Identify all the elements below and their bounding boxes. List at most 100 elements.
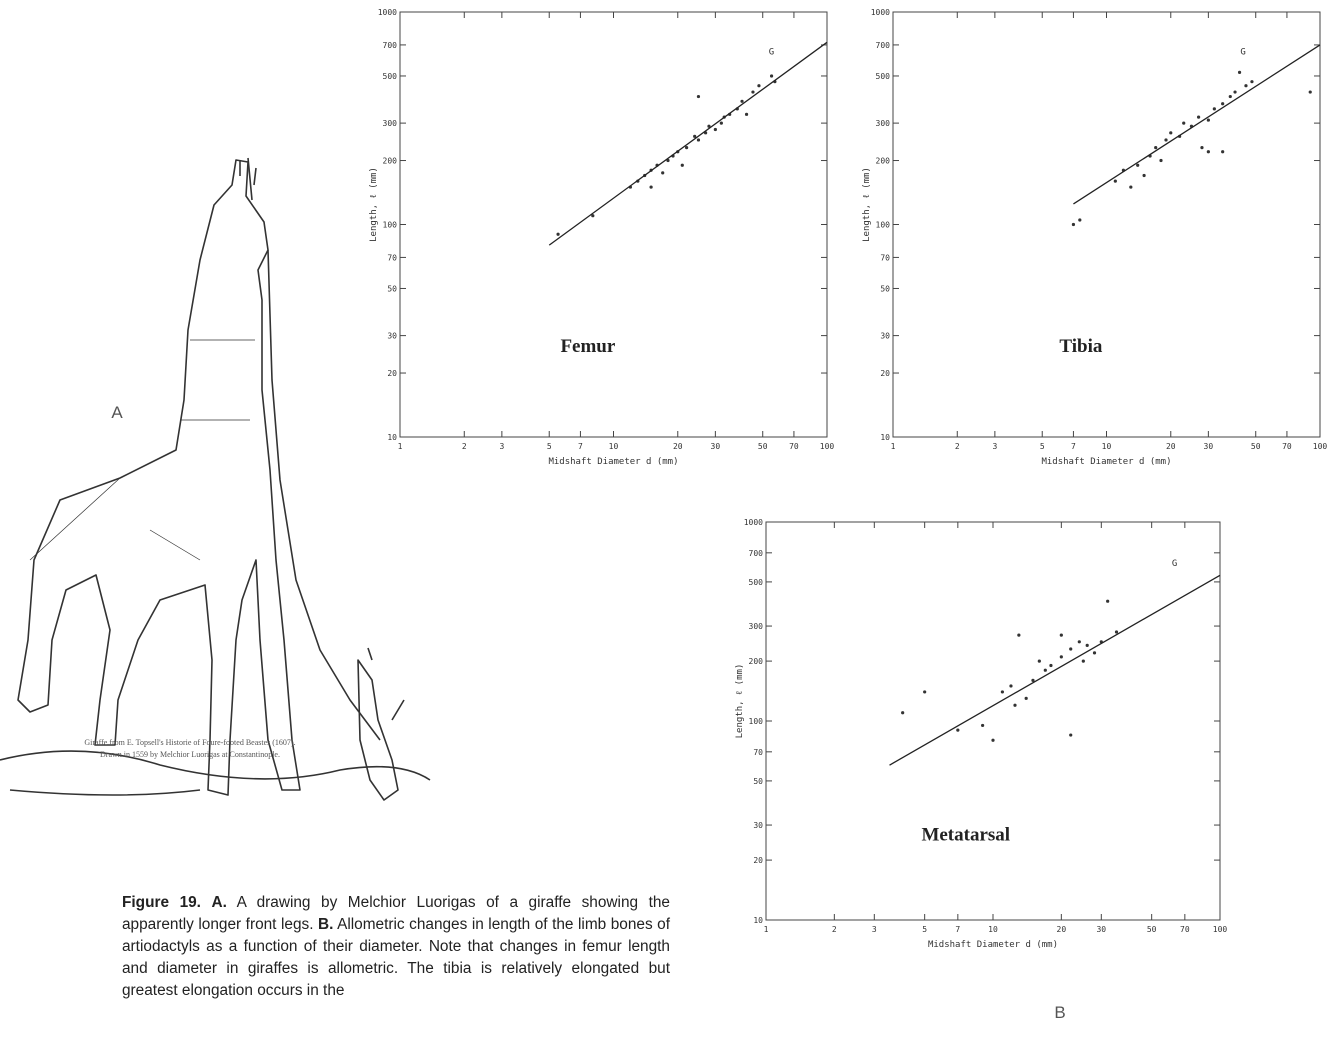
- y-tick-label: 70: [387, 253, 397, 262]
- data-point: [1086, 644, 1089, 647]
- data-point: [1025, 697, 1028, 700]
- page: {"panel_a": "A", "panel_b": "B", "credit…: [0, 0, 1342, 1052]
- y-tick-label: 10: [880, 433, 890, 442]
- data-point: [1309, 90, 1312, 93]
- y-tick-label: 50: [387, 284, 397, 293]
- y-tick-label: 200: [876, 157, 891, 166]
- caption-b-label: B.: [318, 916, 333, 933]
- fit-line: [1073, 45, 1320, 204]
- x-tick-label: 20: [1057, 925, 1067, 934]
- data-point: [1200, 146, 1203, 149]
- panel-label: A: [111, 403, 123, 422]
- data-point: [1154, 146, 1157, 149]
- annotation: G: [769, 48, 774, 58]
- data-point: [1169, 131, 1172, 134]
- y-tick-label: 300: [876, 119, 891, 128]
- data-point: [757, 84, 760, 87]
- data-point: [1182, 122, 1185, 125]
- x-tick-label: 10: [988, 925, 998, 934]
- x-tick-label: 5: [1040, 442, 1045, 451]
- data-point: [714, 128, 717, 131]
- x-axis-label: Midshaft Diameter d (mm): [548, 457, 678, 467]
- data-point: [1159, 159, 1162, 162]
- data-point: [1114, 180, 1117, 183]
- data-point: [1072, 223, 1075, 226]
- data-point: [1136, 164, 1139, 167]
- data-point: [1250, 80, 1253, 83]
- annotation: G: [1172, 559, 1177, 569]
- x-tick-label: 30: [711, 442, 721, 451]
- data-point: [1060, 634, 1063, 637]
- y-axis-label: Length, ℓ (mm): [862, 167, 872, 242]
- y-tick-label: 300: [749, 622, 764, 631]
- data-point: [740, 100, 743, 103]
- data-point: [956, 729, 959, 732]
- x-tick-label: 100: [820, 442, 835, 451]
- y-tick-label: 100: [749, 717, 764, 726]
- data-point: [1207, 150, 1210, 153]
- y-tick-label: 200: [749, 657, 764, 666]
- data-point: [991, 739, 994, 742]
- y-tick-label: 30: [753, 821, 763, 830]
- data-point: [1221, 102, 1224, 105]
- y-tick-label: 30: [387, 332, 397, 341]
- x-tick-label: 20: [673, 442, 683, 451]
- x-tick-label: 3: [499, 442, 504, 451]
- x-tick-label: 7: [955, 925, 960, 934]
- figure-caption: Figure 19. A. A drawing by Melchior Luor…: [122, 892, 670, 1002]
- plot-frame: [766, 522, 1220, 920]
- x-tick-label: 2: [462, 442, 467, 451]
- y-tick-label: 70: [753, 748, 763, 757]
- x-tick-label: 30: [1096, 925, 1106, 934]
- plot-frame: [400, 12, 827, 437]
- x-tick-label: 2: [955, 442, 960, 451]
- caption-figure: Figure 19.: [122, 894, 201, 911]
- data-point: [661, 171, 664, 174]
- x-axis-label: Midshaft Diameter d (mm): [1041, 457, 1171, 467]
- data-point: [1013, 704, 1016, 707]
- data-point: [1106, 600, 1109, 603]
- y-tick-label: 500: [749, 578, 764, 587]
- data-point: [1017, 634, 1020, 637]
- y-tick-label: 10: [387, 433, 397, 442]
- caption-a-label: A.: [212, 894, 227, 911]
- data-point: [1078, 218, 1081, 221]
- y-tick-label: 50: [753, 777, 763, 786]
- data-point: [1060, 655, 1063, 658]
- data-point: [1115, 630, 1118, 633]
- data-point: [770, 74, 773, 77]
- x-axis-label: Midshaft Diameter d (mm): [928, 940, 1058, 950]
- data-point: [681, 164, 684, 167]
- data-point: [697, 138, 700, 141]
- data-point: [697, 95, 700, 98]
- x-tick-label: 1: [398, 442, 403, 451]
- drawing-credit: Drawn in 1559 by Melchior Luorigas at Co…: [100, 750, 280, 759]
- panel-label: B: [1054, 1003, 1065, 1022]
- y-tick-label: 300: [383, 119, 398, 128]
- plot-frame: [893, 12, 1320, 437]
- x-tick-label: 7: [578, 442, 583, 451]
- y-tick-label: 500: [383, 72, 398, 81]
- x-tick-label: 7: [1071, 442, 1076, 451]
- x-tick-label: 50: [1147, 925, 1157, 934]
- data-point: [745, 113, 748, 116]
- data-point: [1213, 107, 1216, 110]
- x-tick-label: 50: [758, 442, 768, 451]
- data-point: [1082, 659, 1085, 662]
- y-tick-label: 100: [383, 221, 398, 230]
- data-point: [1038, 659, 1041, 662]
- data-point: [556, 233, 559, 236]
- y-tick-label: 30: [880, 332, 890, 341]
- y-tick-label: 20: [880, 369, 890, 378]
- y-tick-label: 1000: [871, 8, 890, 17]
- data-point: [685, 146, 688, 149]
- x-tick-label: 50: [1251, 442, 1261, 451]
- drawing-credit: Giraffe from E. Topsell's Historie of Fo…: [84, 738, 295, 747]
- data-point: [1093, 651, 1096, 654]
- x-tick-label: 100: [1213, 925, 1228, 934]
- data-point: [649, 185, 652, 188]
- y-tick-label: 50: [880, 284, 890, 293]
- x-tick-label: 3: [992, 442, 997, 451]
- data-point: [1049, 664, 1052, 667]
